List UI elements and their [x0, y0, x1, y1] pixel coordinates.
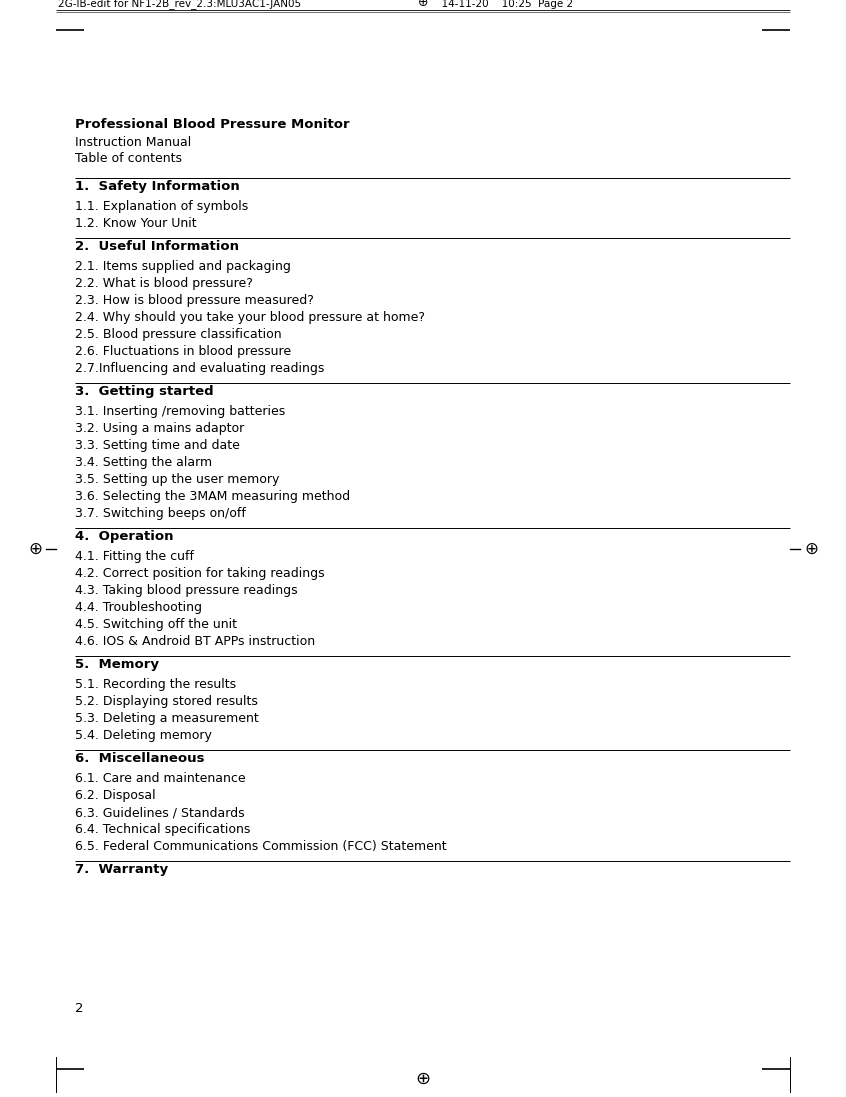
Text: 6.3. Guidelines / Standards: 6.3. Guidelines / Standards [75, 806, 244, 819]
Text: 2.3. How is blood pressure measured?: 2.3. How is blood pressure measured? [75, 294, 314, 307]
Text: 1.  Safety Information: 1. Safety Information [75, 180, 239, 193]
Text: 14-11-20    10:25  Page 2: 14-11-20 10:25 Page 2 [435, 0, 573, 9]
Text: 2.6. Fluctuations in blood pressure: 2.6. Fluctuations in blood pressure [75, 344, 291, 358]
Text: 2.  Useful Information: 2. Useful Information [75, 240, 239, 253]
Text: ⊕: ⊕ [415, 1070, 431, 1088]
Text: 2.1. Items supplied and packaging: 2.1. Items supplied and packaging [75, 260, 291, 273]
Text: ⊕: ⊕ [418, 0, 428, 9]
Text: 3.4. Setting the alarm: 3.4. Setting the alarm [75, 456, 212, 470]
Text: 5.  Memory: 5. Memory [75, 658, 159, 671]
Text: 3.  Getting started: 3. Getting started [75, 385, 214, 398]
Text: 5.2. Displaying stored results: 5.2. Displaying stored results [75, 695, 258, 708]
Text: Table of contents: Table of contents [75, 152, 182, 165]
Text: 4.6. IOS & Android BT APPs instruction: 4.6. IOS & Android BT APPs instruction [75, 635, 315, 648]
Text: ⊕: ⊕ [28, 540, 42, 557]
Text: 7.  Warranty: 7. Warranty [75, 863, 168, 877]
Text: Professional Blood Pressure Monitor: Professional Blood Pressure Monitor [75, 118, 349, 131]
Text: 6.2. Disposal: 6.2. Disposal [75, 789, 156, 802]
Text: 3.5. Setting up the user memory: 3.5. Setting up the user memory [75, 473, 279, 486]
Text: 6.  Miscellaneous: 6. Miscellaneous [75, 753, 205, 765]
Text: 3.6. Selecting the 3MAM measuring method: 3.6. Selecting the 3MAM measuring method [75, 490, 350, 504]
Text: 4.2. Correct position for taking readings: 4.2. Correct position for taking reading… [75, 567, 325, 580]
Text: 5.1. Recording the results: 5.1. Recording the results [75, 678, 236, 691]
Text: 6.5. Federal Communications Commission (FCC) Statement: 6.5. Federal Communications Commission (… [75, 840, 447, 853]
Text: 5.3. Deleting a measurement: 5.3. Deleting a measurement [75, 712, 259, 725]
Text: 5.4. Deleting memory: 5.4. Deleting memory [75, 730, 212, 742]
Text: 2.7.Influencing and evaluating readings: 2.7.Influencing and evaluating readings [75, 362, 324, 375]
Text: 2.5. Blood pressure classification: 2.5. Blood pressure classification [75, 328, 282, 341]
Text: 4.5. Switching off the unit: 4.5. Switching off the unit [75, 618, 237, 631]
Text: 3.2. Using a mains adaptor: 3.2. Using a mains adaptor [75, 422, 244, 436]
Text: 3.7. Switching beeps on/off: 3.7. Switching beeps on/off [75, 507, 246, 520]
Text: 2.2. What is blood pressure?: 2.2. What is blood pressure? [75, 278, 253, 290]
Text: 4.  Operation: 4. Operation [75, 530, 173, 543]
Text: 2.4. Why should you take your blood pressure at home?: 2.4. Why should you take your blood pres… [75, 312, 425, 324]
Text: 6.4. Technical specifications: 6.4. Technical specifications [75, 823, 250, 836]
Text: Instruction Manual: Instruction Manual [75, 136, 191, 149]
Text: 2G-IB-edit for NF1-2B_rev_2.3:MLU3AC1-JAN05: 2G-IB-edit for NF1-2B_rev_2.3:MLU3AC1-JA… [58, 0, 301, 9]
Text: 3.3. Setting time and date: 3.3. Setting time and date [75, 439, 240, 452]
Text: ⊕: ⊕ [804, 540, 818, 557]
Text: 2: 2 [75, 1002, 84, 1015]
Text: 6.1. Care and maintenance: 6.1. Care and maintenance [75, 772, 245, 785]
Text: 4.3. Taking blood pressure readings: 4.3. Taking blood pressure readings [75, 584, 298, 597]
Text: 3.1. Inserting /removing batteries: 3.1. Inserting /removing batteries [75, 405, 285, 418]
Text: 1.1. Explanation of symbols: 1.1. Explanation of symbols [75, 200, 248, 213]
Text: 4.1. Fitting the cuff: 4.1. Fitting the cuff [75, 550, 194, 563]
Text: 1.2. Know Your Unit: 1.2. Know Your Unit [75, 217, 196, 230]
Text: 4.4. Troubleshooting: 4.4. Troubleshooting [75, 601, 202, 614]
